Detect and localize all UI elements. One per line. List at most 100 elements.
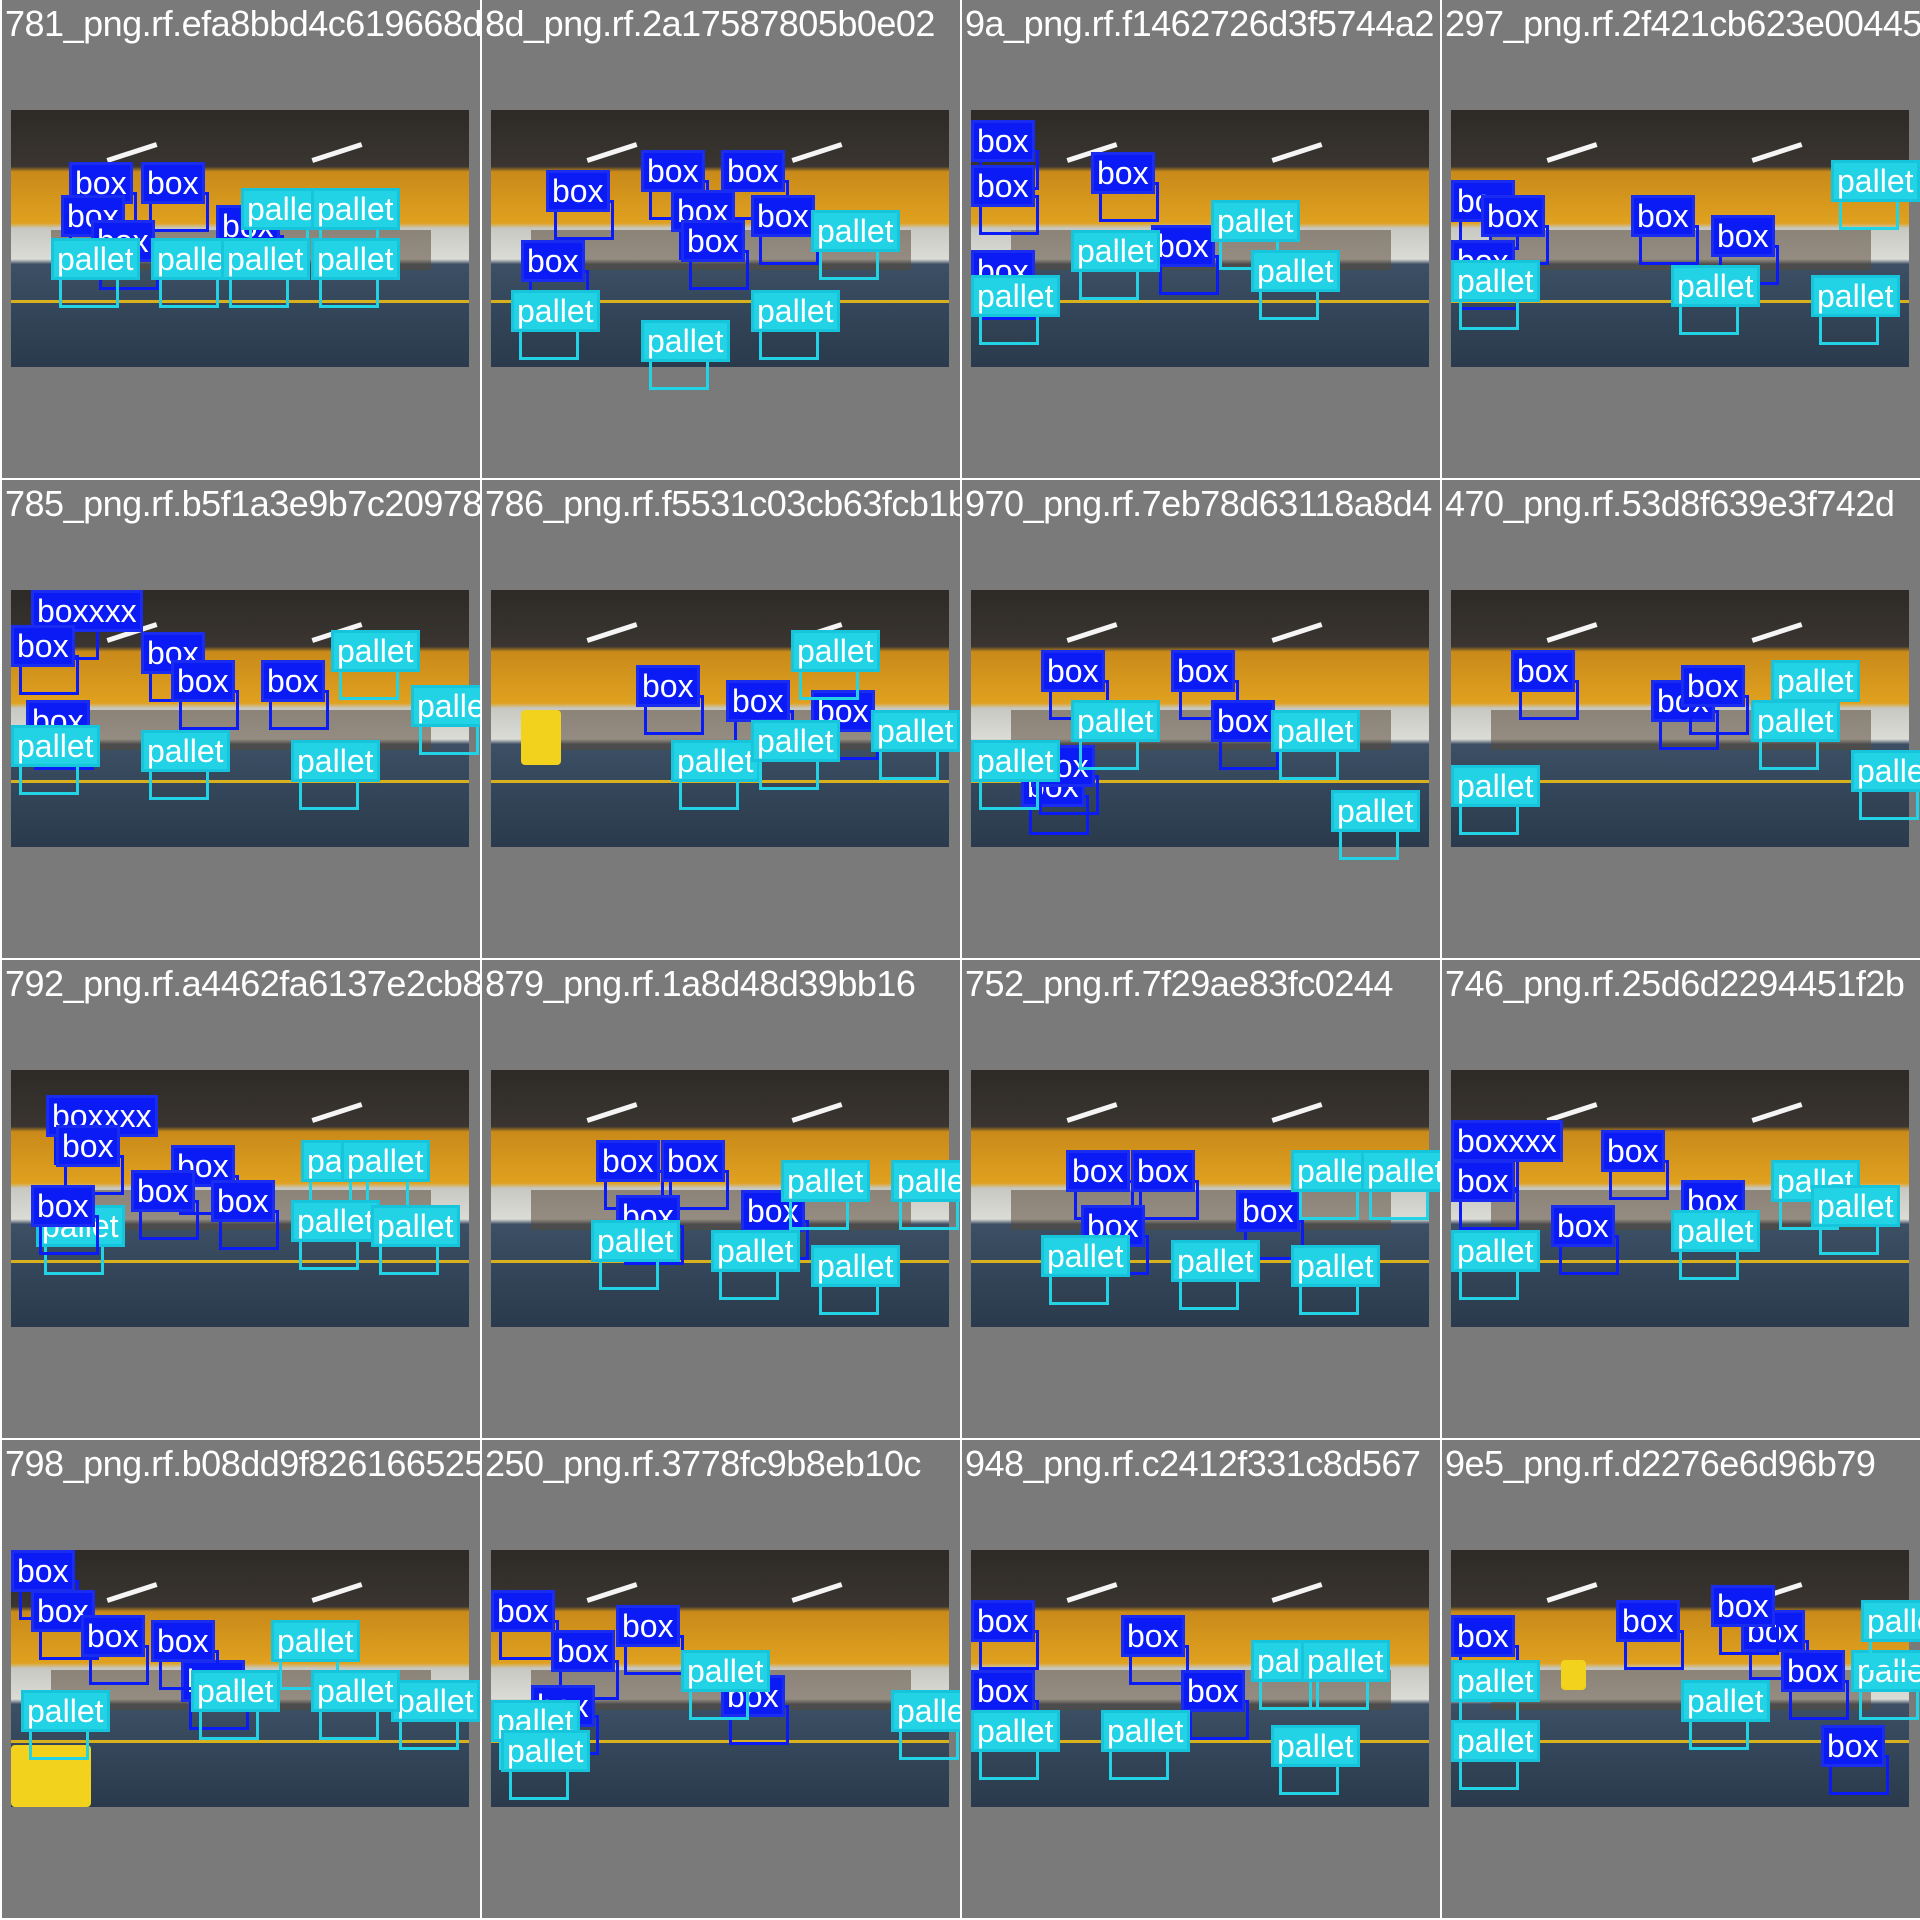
preview-panel: 297_png.rf.2f421cb623e00445bbboxboxboxbo… (1442, 0, 1920, 478)
preview-panel: 752_png.rf.7f29ae83fc0244 box box box box pal… (962, 960, 1440, 1438)
pallet-label: pallet (711, 1230, 800, 1272)
pallet-label: pallet (1451, 1720, 1540, 1762)
box-label: box (1711, 215, 1775, 257)
box-label: boxxxx (1451, 1120, 1563, 1162)
preview-panel: 798_png.rf.b08dd9f8261665250_png.rf.3778… (2, 1440, 480, 1918)
ceiling-light (1751, 142, 1803, 163)
pallet-label: pallet (511, 290, 600, 332)
ceiling-light (1751, 1102, 1803, 1123)
floor-marking (971, 300, 1429, 303)
preview-panel: 781_png.rf.efa8bbd4c619668d1d7604f2a7f75… (2, 0, 480, 478)
box-label: box (171, 660, 235, 702)
pallet-label: pallet (1071, 230, 1160, 272)
ceiling-light (311, 142, 363, 163)
box-label: box (1681, 665, 1745, 707)
pallet-label: pallet (1851, 750, 1920, 792)
pallet-label: pallet (811, 210, 900, 252)
pallet-label: pallet (641, 320, 730, 362)
pallet-label: pallet (1831, 160, 1920, 202)
panel-title: 9a_png.rf.f1462726d3f5744a2 (965, 3, 1434, 44)
box-label: box (1451, 1160, 1515, 1202)
box-label: box (81, 1615, 145, 1657)
box-label: box (1171, 650, 1235, 692)
box-label: box (491, 1590, 555, 1632)
forklift (1561, 1660, 1586, 1690)
box-label: box (11, 1550, 75, 1592)
pallet-label: pallet (1271, 710, 1360, 752)
pallet-label: pallet (1071, 700, 1160, 742)
box-label: box (1451, 1615, 1515, 1657)
ceiling-light (791, 1102, 843, 1123)
box-label: box (1616, 1600, 1680, 1642)
floor-marking (1451, 780, 1909, 783)
pallet-label: pallet (1211, 200, 1300, 242)
pallet-label: pallet (1451, 260, 1540, 302)
box-label: box (56, 1125, 120, 1167)
ceiling-light (791, 1582, 843, 1603)
box-label: box (1601, 1130, 1665, 1172)
box-label: box (616, 1605, 680, 1647)
preview-panel: 786_png.rf.f5531c03cb63fcb1b box box box pal… (482, 480, 960, 958)
box-label: boxxxx (31, 590, 143, 632)
box-label: box (546, 170, 610, 212)
pallet-label: pallet (681, 1650, 770, 1692)
pallet-label: pallet (1671, 1210, 1760, 1252)
ceiling-light (106, 1582, 158, 1603)
pallet-label: pallet (1681, 1680, 1770, 1722)
box-label: box (151, 1620, 215, 1662)
box-label: box (141, 162, 205, 204)
preview-panel: 9a_png.rf.f1462726d3f5744a2 box box box box b… (962, 0, 1440, 478)
ceiling-light (586, 1102, 638, 1123)
box-label: box (1211, 700, 1275, 742)
forklift (11, 1745, 91, 1807)
box-label: box (661, 1140, 725, 1182)
pallet-label: pallet (781, 1160, 870, 1202)
box-label: box (636, 665, 700, 707)
forklift (521, 710, 561, 765)
warehouse-photo: boxboxboxboxpalletpalletpalletpalletpall… (491, 1070, 960, 1327)
pallet-label: pallet (1751, 700, 1840, 742)
pallet-label: pallet (1331, 790, 1420, 832)
pallet-label: pallet (671, 740, 760, 782)
pallet-label: pallet (1451, 1230, 1540, 1272)
pallet-label: pallet (1451, 1660, 1540, 1702)
floor-marking (491, 300, 949, 303)
pallet-label: pallet (1861, 1600, 1920, 1642)
box-label: box (1181, 1670, 1245, 1712)
floor-marking (971, 1740, 1429, 1743)
pallet-label: pallet (1171, 1240, 1260, 1282)
pallet-label: pallet (271, 1620, 360, 1662)
pallet-label: pallet (591, 1220, 680, 1262)
panel-title: 781_png.rf.efa8bbd4c619668d1d7604f2a7f75… (5, 3, 480, 44)
pallet-label: pallet (411, 685, 480, 727)
box-label: box (1711, 1585, 1775, 1627)
warehouse-photo: boxxxxboxboxboxboxpalletpalletpalletpall… (11, 1070, 469, 1327)
pallet-label: pallet (141, 730, 230, 772)
box-label: box (1121, 1615, 1185, 1657)
pallet-label: pallet (1811, 275, 1900, 317)
box-label: box (971, 1600, 1035, 1642)
pallet-label: pallet (1361, 1150, 1440, 1192)
pallet-label: pallet (11, 725, 100, 767)
box-label: box (681, 220, 745, 262)
pallet-label: pallet (221, 238, 310, 280)
pallet-label: pallet (751, 290, 840, 332)
ceiling-light (1271, 142, 1323, 163)
box-label: box (141, 632, 205, 674)
floor-marking (11, 1740, 469, 1743)
pallet-label: pallet (971, 740, 1060, 782)
box-label: box (551, 1630, 615, 1672)
ceiling-light (311, 1102, 363, 1123)
box-label: box (1236, 1190, 1300, 1232)
panel-title: 798_png.rf.b08dd9f8261665250_png.rf.3778… (5, 1443, 480, 1484)
pallet-label: pallet (191, 1670, 280, 1712)
pallet-label: pallet (501, 1730, 590, 1772)
box-label: box (131, 1170, 195, 1212)
pallet-label: pallet (1291, 1245, 1380, 1287)
panel-title: 786_png.rf.f5531c03cb63fcb1b (485, 483, 960, 524)
